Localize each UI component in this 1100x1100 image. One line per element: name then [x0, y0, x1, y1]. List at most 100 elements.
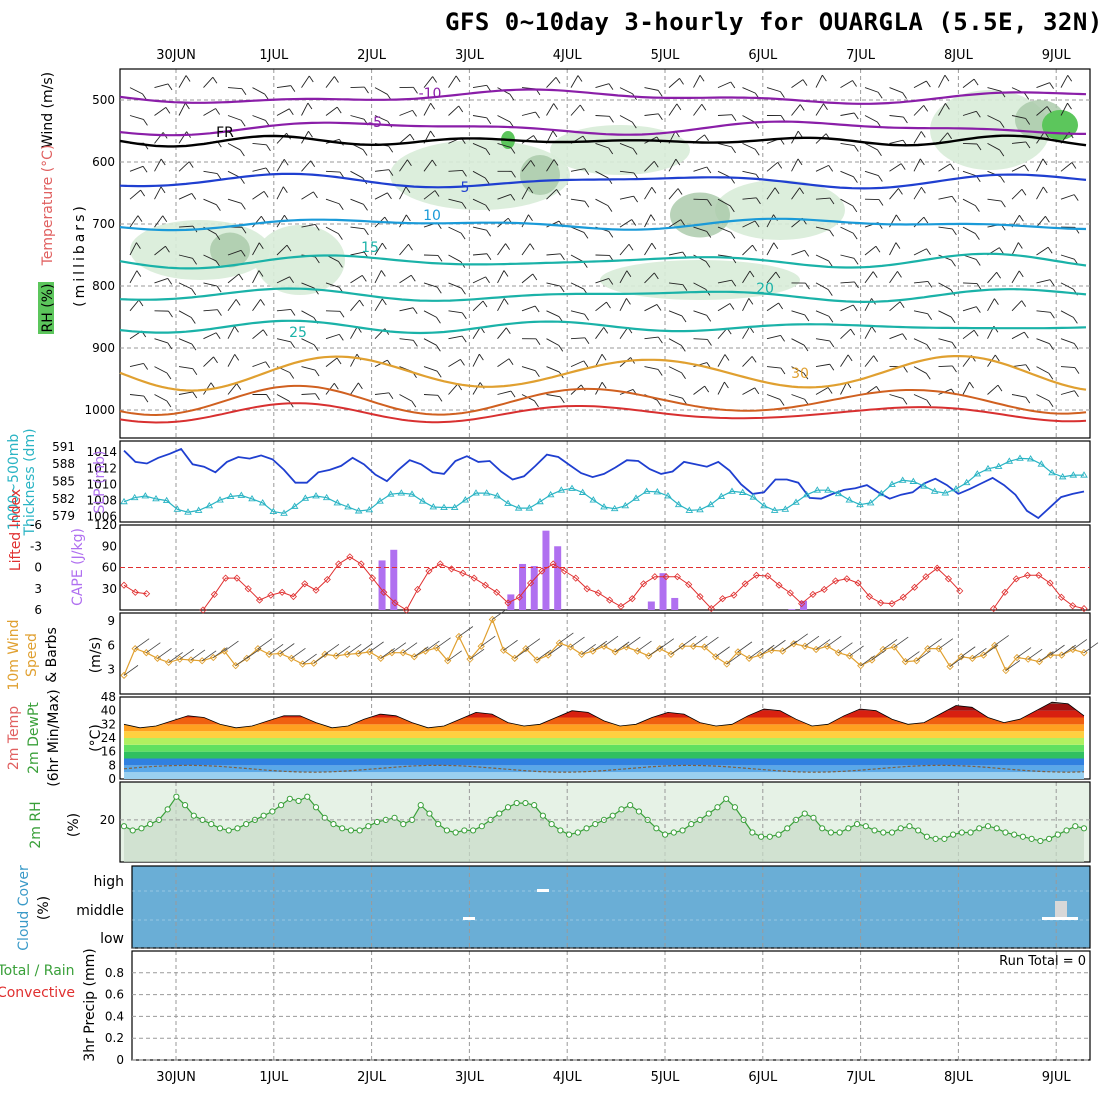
upper-wind-barb-flag	[777, 162, 783, 169]
cloud-mark-middle	[1055, 901, 1067, 919]
upper-wind-barb-flag	[363, 204, 368, 211]
upper-wind-barb	[1011, 164, 1025, 172]
upper-wind-barb	[570, 104, 581, 116]
upper-wind-barb	[276, 132, 287, 144]
upper-wind-barb-flag	[608, 231, 614, 238]
upper-wind-barb-flag	[899, 301, 905, 308]
upper-wind-barb-flag	[535, 338, 541, 346]
rh2m-point	[766, 833, 773, 840]
upper-wind-barb-flag	[900, 163, 906, 170]
upper-wind-barb	[1011, 141, 1026, 144]
upper-wind-barb	[987, 87, 1002, 92]
upper-wind-barb	[497, 194, 511, 200]
thickness-point	[834, 489, 843, 497]
rh2m-point	[147, 821, 154, 828]
rh2m-point	[225, 827, 232, 834]
upper-wind-barb-flag	[138, 299, 144, 307]
date-label-top: 9JUL	[1042, 48, 1072, 63]
upper-wind-barb-flag	[973, 329, 979, 337]
upper-wind-barb-flag	[1049, 343, 1054, 350]
upper-wind-barb	[546, 103, 555, 116]
lifted-index-point	[730, 591, 738, 599]
upper-wind-barb	[374, 115, 388, 122]
cloud-level-label: high	[93, 874, 124, 890]
upper-wind-barb-flag	[775, 271, 781, 279]
pressure-tick: 700	[92, 217, 115, 231]
upper-wind-barb-flag	[1018, 270, 1024, 278]
upper-wind-barb	[276, 244, 288, 256]
upper-wind-barb	[864, 115, 878, 123]
upper-wind-barb-flag	[437, 255, 443, 262]
upper-wind-barb	[129, 189, 141, 200]
upper-wind-barb-flag	[748, 298, 754, 305]
upper-wind-barb	[668, 310, 683, 317]
upper-wind-barb	[717, 303, 731, 312]
wind10m-barb	[693, 635, 708, 647]
label-wind10m: & Barbs	[44, 627, 60, 683]
lifted-index-point	[447, 565, 456, 573]
upper-wind-barb-flag	[1025, 364, 1031, 371]
upper-wind-barb	[889, 139, 904, 144]
rh2m-point	[417, 802, 424, 809]
upper-wind-barb-flag	[1000, 200, 1006, 208]
panel-frame-p8	[131, 950, 1091, 1061]
upper-wind-barb	[644, 304, 658, 312]
wind10m-barb	[157, 648, 172, 659]
upper-wind-barb	[1060, 162, 1073, 172]
upper-wind-barb-flag	[778, 302, 783, 310]
upper-wind-barb-flag	[364, 228, 369, 236]
upper-wind-barb	[178, 254, 193, 259]
upper-wind-barb-flag	[338, 334, 344, 341]
upper-wind-barb	[693, 75, 701, 88]
upper-wind-barb-flag	[559, 285, 565, 293]
rh2m-point	[949, 831, 957, 838]
upper-wind-barb	[276, 338, 291, 343]
thickness-point	[216, 496, 224, 503]
cloud-level-label: low	[100, 931, 124, 947]
upper-wind-barb-flag	[805, 282, 810, 290]
wind10m-barb	[960, 646, 976, 658]
upper-wind-barb-flag	[556, 189, 561, 196]
upper-wind-barb-flag	[682, 284, 688, 291]
lifted-index-point	[1046, 579, 1054, 587]
lifted-index-point	[289, 592, 297, 601]
label-cloud-pct: (%)	[36, 896, 52, 920]
upper-wind-barb	[840, 304, 854, 312]
upper-wind-barb	[472, 253, 487, 256]
isotherm-minus10	[119, 88, 1087, 105]
upper-wind-barb-flag	[143, 119, 148, 126]
upper-wind-barb-flag	[679, 78, 684, 85]
lifted-index-point	[662, 573, 670, 581]
upper-wind-barb	[1036, 394, 1050, 402]
upper-wind-barb	[766, 302, 779, 312]
upper-wind-barb	[962, 170, 977, 177]
upper-wind-barb	[154, 158, 162, 172]
upper-wind-barb	[203, 198, 217, 206]
upper-wind-barb-flag	[336, 106, 342, 114]
thickness-tick: 588	[52, 457, 75, 471]
upper-wind-barb-flag	[235, 299, 241, 306]
upper-wind-barb	[423, 102, 432, 116]
upper-wind-barb	[570, 337, 586, 340]
thickness-point	[237, 491, 246, 498]
upper-wind-barb-flag	[136, 242, 141, 249]
wind10m-barb	[793, 633, 808, 645]
upper-wind-barb	[325, 333, 340, 340]
upper-wind-barb	[693, 282, 707, 290]
upper-wind-barb-flag	[872, 271, 878, 278]
thickness-point	[205, 501, 214, 509]
rh-legend-swatch	[38, 282, 54, 334]
upper-wind-barb-flag	[290, 85, 296, 92]
upper-wind-barb	[497, 390, 512, 395]
upper-wind-barb-flag	[976, 283, 982, 290]
thickness-point	[770, 506, 779, 513]
upper-wind-barb	[178, 102, 186, 116]
upper-wind-barb-flag	[875, 246, 881, 253]
lifted-index-point	[911, 583, 919, 591]
wind10m-barb	[827, 635, 842, 647]
upper-wind-barb	[742, 298, 750, 312]
upper-wind-barb	[693, 362, 708, 368]
upper-wind-barb-flag	[608, 83, 614, 90]
upper-wind-barb	[840, 226, 854, 234]
